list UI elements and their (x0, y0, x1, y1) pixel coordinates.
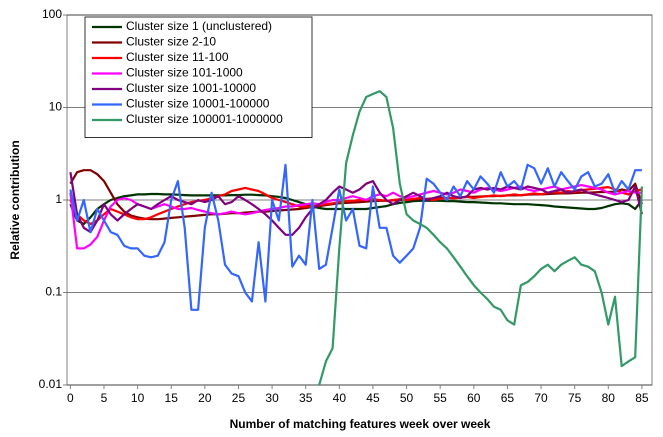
x-tick-label: 15 (165, 391, 179, 405)
y-tick-label: 100 (42, 7, 62, 21)
x-tick-label: 85 (635, 391, 649, 405)
y-tick-label: 0.1 (45, 285, 62, 299)
legend-label: Cluster size 101-1000 (126, 66, 243, 80)
legend-box (84, 16, 313, 138)
legend-label: Cluster size 1001-10000 (126, 81, 256, 95)
x-tick-label: 50 (400, 391, 414, 405)
series-line (69, 184, 642, 250)
series-group (69, 90, 643, 385)
y-tick-label: 10 (49, 100, 63, 114)
x-tick-label: 75 (568, 391, 582, 405)
x-tick-label: 80 (602, 391, 616, 405)
series-line (318, 90, 643, 385)
legend-label: Cluster size 10001-100000 (126, 97, 270, 111)
x-tick-label: 45 (366, 391, 380, 405)
x-tick-label: 20 (198, 391, 212, 405)
y-tick-label: 1 (55, 192, 62, 206)
x-tick-label: 55 (434, 391, 448, 405)
series-line (69, 192, 643, 226)
x-tick-label: 35 (299, 391, 313, 405)
x-tick-label: 30 (265, 391, 279, 405)
x-tick-label: 0 (67, 391, 74, 405)
legend-label: Cluster size 2-10 (126, 35, 216, 49)
x-tick-label: 5 (101, 391, 108, 405)
legend-label: Cluster size 1 (unclustered) (126, 19, 272, 33)
x-tick-label: 60 (467, 391, 481, 405)
x-tick-label: 25 (232, 391, 246, 405)
y-tick-label: 0.01 (39, 377, 63, 391)
series-line (69, 172, 643, 236)
x-tick-label: 40 (333, 391, 347, 405)
x-axis-title: Number of matching features week over we… (230, 417, 491, 431)
series-line (69, 163, 642, 311)
x-tick-label: 70 (534, 391, 548, 405)
y-axis-title: Relative contribution (8, 140, 22, 259)
x-tick-label: 65 (501, 391, 515, 405)
x-tick-label: 10 (131, 391, 145, 405)
legend-label: Cluster size 11-100 (126, 50, 229, 64)
legend-label: Cluster size 100001-1000000 (126, 112, 283, 126)
